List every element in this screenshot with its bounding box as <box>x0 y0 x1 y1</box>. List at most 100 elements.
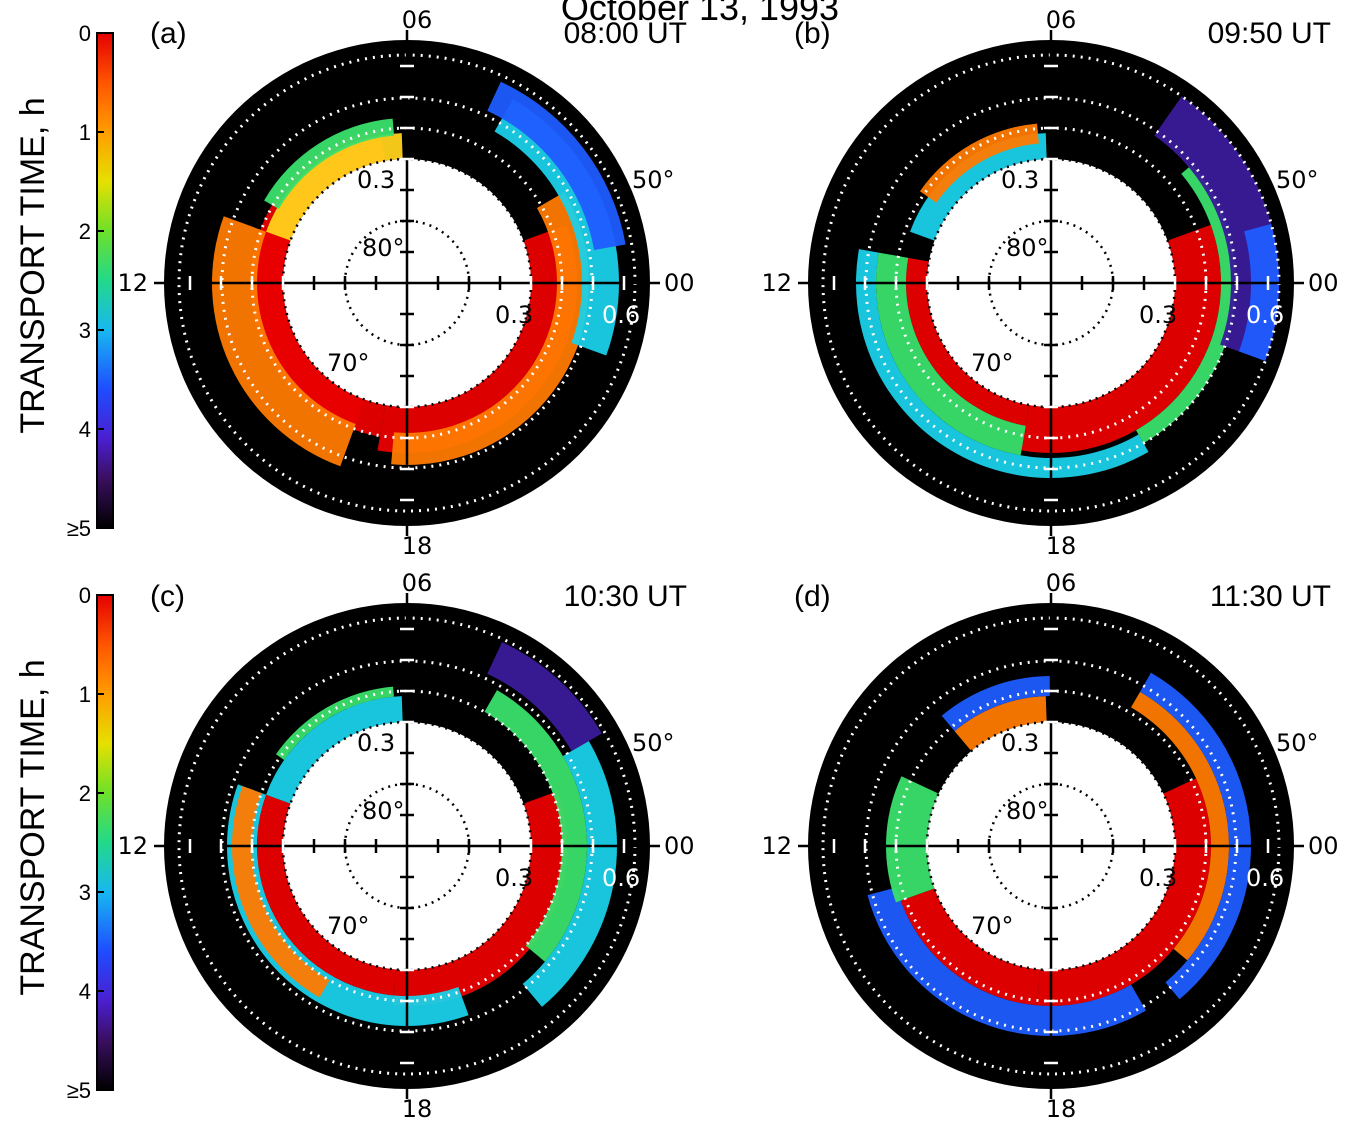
colorbar-tick-label: ≥5 <box>67 1078 91 1103</box>
ring-label-03-right: 0.3 <box>1139 864 1177 892</box>
lat-label-50: 50° <box>1276 729 1319 757</box>
colorbar: 0 1 2 3 4 ≥5 TRANSPORT TIME, h <box>14 21 114 541</box>
panel-letter: (a) <box>150 17 187 50</box>
polar-panel: (a) 08:00 UT 06 18 12 00 80° 70° 50° 0.3 0.3 0.6 <box>117 6 694 560</box>
ring-label-03-top: 0.3 <box>357 166 395 194</box>
colorbar-tick-label: 1 <box>79 682 91 707</box>
colorbar-tick-label: 4 <box>79 979 91 1004</box>
mlt-label-12: 12 <box>761 832 792 860</box>
lat-label-50: 50° <box>1276 166 1319 194</box>
transport-time-region <box>1021 224 1221 454</box>
panel-time: 11:30 UT <box>1210 580 1331 613</box>
mlt-label-00: 00 <box>1308 832 1339 860</box>
transport-time-region <box>906 257 1030 426</box>
mlt-label-06: 06 <box>402 6 433 34</box>
panel-time: 10:30 UT <box>564 580 687 613</box>
lat-label-80: 80° <box>1006 797 1049 825</box>
transport-time-region <box>487 642 602 751</box>
mlt-label-18: 18 <box>402 532 433 560</box>
panel-time: 09:50 UT <box>1208 17 1331 50</box>
ring-label-03-right: 0.3 <box>495 864 533 892</box>
transport-time-region <box>900 888 1041 1006</box>
panel-letter: (c) <box>150 580 185 613</box>
panel-letter: (b) <box>794 17 831 50</box>
colorbar-tick-label: 3 <box>79 880 91 905</box>
mlt-label-12: 12 <box>761 269 792 297</box>
ring-label-03-right: 0.3 <box>495 301 533 329</box>
transport-time-region <box>393 791 567 1006</box>
lat-label-70: 70° <box>971 349 1014 377</box>
polar-panel: (c) 10:30 UT 06 18 12 00 80° 70° 50° 0.3 0.3 0.6 <box>117 569 694 1123</box>
transport-time-region <box>1154 96 1279 361</box>
mlt-label-18: 18 <box>1046 1095 1077 1123</box>
transport-time-region <box>522 741 617 1007</box>
lat-label-50: 50° <box>632 166 675 194</box>
transport-time-region <box>910 133 1047 241</box>
transport-time-region <box>212 216 356 467</box>
lat-label-80: 80° <box>362 797 405 825</box>
transport-time-region <box>867 887 1146 1036</box>
transport-time-region <box>257 794 397 996</box>
lat-label-80: 80° <box>1006 234 1049 262</box>
figure-title: October 13, 1993 <box>561 0 839 28</box>
mlt-label-18: 18 <box>1046 532 1077 560</box>
ring-label-03-top: 0.3 <box>1001 729 1039 757</box>
panel-time: 08:00 UT <box>564 17 687 50</box>
colorbar-gradient <box>96 32 114 529</box>
ring-label-03-top: 0.3 <box>1001 166 1039 194</box>
colorbar-tick-label: 3 <box>79 318 91 343</box>
transport-time-region <box>1131 691 1229 961</box>
transport-time-region <box>391 192 589 465</box>
lat-label-70: 70° <box>327 912 370 940</box>
transport-time-region <box>941 676 1051 732</box>
ring-label-03-right: 0.3 <box>1139 301 1177 329</box>
ring-label-06-right: 0.6 <box>602 864 640 892</box>
colorbar: 0 1 2 3 4 ≥5 TRANSPORT TIME, h <box>14 583 114 1103</box>
mlt-label-00: 00 <box>664 269 695 297</box>
lat-label-50: 50° <box>632 729 675 757</box>
transport-time-region <box>266 696 403 804</box>
mlt-label-06: 06 <box>1046 569 1077 597</box>
polar-panel: (d) 11:30 UT 06 18 12 00 80° 70° 50° 0.3 0.3 0.6 <box>761 569 1338 1123</box>
panel-letter: (d) <box>794 580 831 613</box>
transport-time-region <box>886 776 939 903</box>
lat-label-80: 80° <box>362 234 405 262</box>
colorbar-tick-label: 2 <box>79 781 91 806</box>
lat-label-70: 70° <box>971 912 1014 940</box>
mlt-label-00: 00 <box>664 832 695 860</box>
colorbar-title: TRANSPORT TIME, h <box>14 659 52 995</box>
colorbar-tick-label: ≥5 <box>67 516 91 541</box>
mlt-label-06: 06 <box>402 569 433 597</box>
colorbar-tick-label: 1 <box>79 120 91 145</box>
colorbar-tick-label: 2 <box>79 219 91 244</box>
ring-label-06-right: 0.6 <box>1246 301 1284 329</box>
transport-time-region <box>266 133 403 241</box>
lat-label-70: 70° <box>327 349 370 377</box>
mlt-label-18: 18 <box>402 1095 433 1123</box>
transport-time-region <box>484 690 587 962</box>
transport-time-region <box>1238 223 1279 361</box>
mlt-label-12: 12 <box>117 832 148 860</box>
colorbar-tick-label: 0 <box>79 21 91 46</box>
mlt-label-06: 06 <box>1046 6 1077 34</box>
transport-time-region <box>264 118 395 209</box>
transport-time-region <box>1140 672 1251 1000</box>
mlt-label-00: 00 <box>1308 269 1339 297</box>
ring-label-06-right: 0.6 <box>1246 864 1284 892</box>
ring-label-03-top: 0.3 <box>357 729 395 757</box>
ring-label-06-right: 0.6 <box>602 301 640 329</box>
transport-time-region <box>487 81 626 251</box>
transport-time-region <box>919 123 1039 203</box>
mlt-label-12: 12 <box>117 269 148 297</box>
transport-time-region <box>954 696 1047 752</box>
transport-time-region <box>1136 164 1236 444</box>
transport-time-region <box>875 252 1026 456</box>
transport-time-region <box>494 99 619 356</box>
colorbar-tick-label: 4 <box>79 417 91 442</box>
polar-panel: (b) 09:50 UT 06 18 12 00 80° 70° 50° 0.3 0.3 0.6 <box>761 6 1338 560</box>
transport-time-region <box>257 231 365 424</box>
transport-time-region <box>231 786 330 998</box>
colorbar-tick-label: 0 <box>79 583 91 608</box>
colorbar-title: TRANSPORT TIME, h <box>14 97 52 433</box>
colorbar-gradient <box>96 594 114 1091</box>
